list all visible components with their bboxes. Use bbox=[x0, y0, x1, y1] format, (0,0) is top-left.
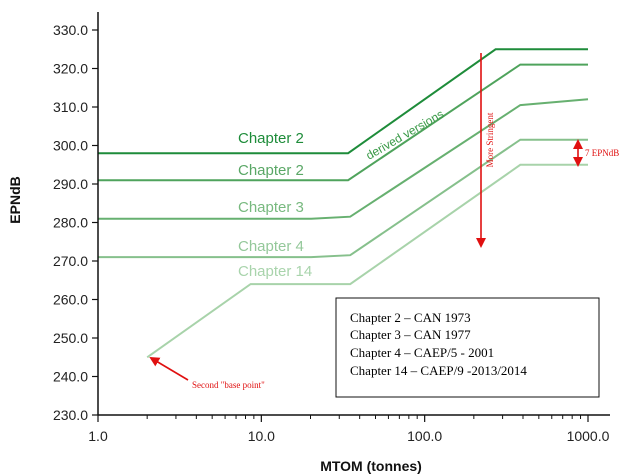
y-tick-label: 230.0 bbox=[53, 407, 88, 423]
legend-entry: Chapter 4 – CAEP/5 - 2001 bbox=[350, 345, 494, 360]
epndb-gap-annotation: 7 EPNdB bbox=[585, 148, 619, 158]
series-line-2 bbox=[98, 98, 589, 220]
series-label-chapter-2-a: Chapter 2 bbox=[238, 130, 304, 147]
legend-entry: Chapter 14 – CAEP/9 -2013/2014 bbox=[350, 363, 527, 378]
y-ticks: 230.0 240.0 250.0 260.0 270.0 280.0 290.0 300.0… bbox=[53, 22, 98, 423]
legend-box-frame bbox=[335, 297, 600, 398]
series-line-1 bbox=[98, 63, 588, 182]
series-label-chapter-3: Chapter 3 bbox=[238, 199, 304, 216]
y-tick-label: 320.0 bbox=[53, 61, 88, 77]
series-label-chapter-14: Chapter 14 bbox=[238, 263, 312, 280]
series-lines bbox=[98, 48, 589, 359]
series-label-chapter-2-b: Chapter 2 bbox=[238, 162, 304, 179]
y-tick-label: 270.0 bbox=[53, 253, 88, 269]
x-tick-label: 10.0 bbox=[248, 428, 275, 444]
x-tick-label: 1.0 bbox=[88, 428, 108, 444]
y-tick-label: 330.0 bbox=[53, 22, 88, 38]
series-line-3 bbox=[98, 138, 588, 259]
legend-box: Chapter 2 – CAN 1973 Chapter 3 – CAN 197… bbox=[335, 297, 600, 398]
y-axis-title: EPNdB bbox=[7, 176, 23, 223]
series-line-0 bbox=[98, 48, 588, 155]
y-tick-label: 310.0 bbox=[53, 99, 88, 115]
y-tick-label: 280.0 bbox=[53, 215, 88, 231]
series-line-4 bbox=[146, 163, 588, 359]
x-tick-label: 1000.0 bbox=[567, 428, 610, 444]
base-point-arrow bbox=[149, 356, 189, 381]
x-tick-label: 100.0 bbox=[407, 428, 442, 444]
legend-entry: Chapter 2 – CAN 1973 bbox=[350, 310, 471, 325]
x-axis-title: MTOM (tonnes) bbox=[320, 458, 422, 474]
y-tick-label: 300.0 bbox=[53, 138, 88, 154]
y-tick-label: 260.0 bbox=[53, 292, 88, 308]
more-stringent-annotation: More Stringent bbox=[485, 112, 495, 167]
y-tick-label: 290.0 bbox=[53, 176, 88, 192]
y-tick-label: 250.0 bbox=[53, 330, 88, 346]
y-tick-label: 240.0 bbox=[53, 369, 88, 385]
series-label-chapter-4: Chapter 4 bbox=[238, 238, 304, 255]
base-point-annotation: Second "base point" bbox=[192, 380, 265, 390]
legend-entry: Chapter 3 – CAN 1977 bbox=[350, 327, 471, 342]
x-ticks: 1.0 10.0 100.0 1000.0 bbox=[88, 415, 610, 444]
